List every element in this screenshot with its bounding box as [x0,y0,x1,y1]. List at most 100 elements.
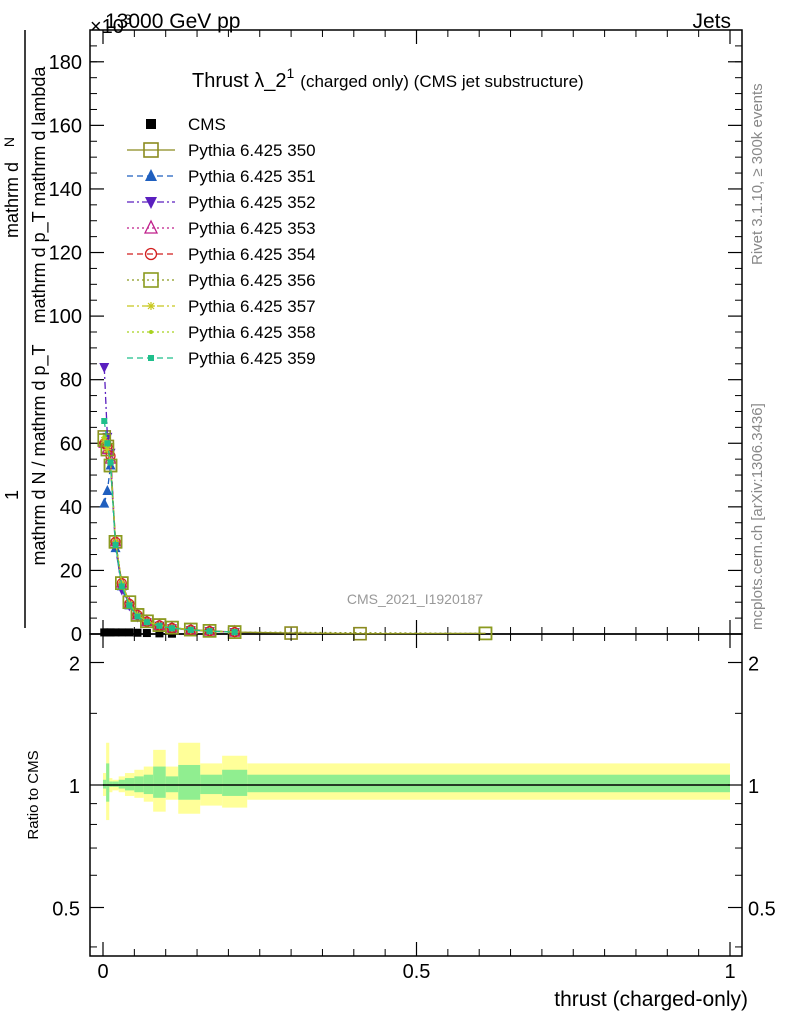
series-p358 [102,434,237,635]
ratio-ytick-label-right: 1 [748,776,759,798]
data-point [125,628,134,637]
mcplots-label: mcplots.cern.ch [arXiv:1306.3436] [749,403,766,630]
legend-label: CMS [188,115,226,134]
ratio-band-inner [118,779,125,789]
exponent-label: ×103 [90,11,132,38]
ratio-bands [103,742,730,821]
data-point [142,629,151,638]
data-point [154,620,165,631]
series-p352 [99,362,240,639]
x-tick-label: 1 [724,961,735,983]
legend-item-cms: CMS [146,115,226,134]
ratio-band-inner [222,769,248,796]
data-point [148,355,154,361]
legend-label: Pythia 6.425 357 [188,297,316,316]
ratio-ytick-label-right: 0.5 [748,898,776,920]
ratio-band-inner [124,778,135,791]
data-point [97,433,112,447]
legend-item-p354: Pythia 6.425 354 [127,245,316,264]
data-point [143,619,150,626]
ratio-ytick-label-right: 2 [748,654,759,676]
data-point [146,119,156,129]
legend-item-p357: Pythia 6.425 357 [127,297,316,316]
upper-ytick-label: 120 [49,243,82,265]
data-point [104,440,111,447]
data-point [168,625,175,632]
series-p356 [97,433,493,641]
analysis-watermark: CMS_2021_I1920187 [347,591,483,607]
legend-label: Pythia 6.425 354 [188,245,316,264]
data-point [107,459,114,466]
upper-ytick-label: 100 [49,306,82,328]
legend-item-p352: Pythia 6.425 352 [127,193,316,212]
data-point [106,628,115,637]
data-point [187,626,194,633]
data-point [149,330,153,334]
upper-ytick-label: 60 [60,433,82,455]
upper-ytick-label: 140 [49,179,82,201]
data-point [99,497,110,508]
data-point [143,272,159,288]
lower-axes: 0.5 0.5 1 1 2 2 0 0.5 1 [52,634,776,983]
data-point [111,628,120,637]
ratio-band-inner [247,774,730,793]
data-point [156,622,163,629]
series-p353 [98,435,241,637]
upper-ytick-label: 180 [49,52,82,74]
legend-label: Pythia 6.425 352 [188,193,316,212]
legend-label: Pythia 6.425 359 [188,349,316,368]
legend-label: Pythia 6.425 351 [188,167,316,186]
legend-item-p350: Pythia 6.425 350 [127,141,316,160]
data-point [206,628,213,635]
ylabel-numerator-top: mathrm d [2,162,22,238]
data-point [134,613,141,620]
ratio-band-inner [112,781,119,787]
legend-label: Pythia 6.425 358 [188,323,316,342]
ylabel-denominator: mathrm d N / mathrm d p_T [29,344,50,565]
data-point [155,629,164,638]
data-point [133,628,142,637]
x-tick-label: 0 [97,961,108,983]
data-point [231,629,238,636]
ratio-band-inner [109,781,113,787]
data-point [126,602,133,609]
rivet-label: Rivet 3.1.10, ≥ 300k events [749,83,766,265]
upper-ytick-label: 80 [60,370,82,392]
ratio-ylabel: Ratio to CMS [25,750,42,839]
chart-title: Thrust λ_21 (charged only) (CMS jet subst… [192,65,584,92]
ylabel-numerator-rest: mathrm d p_T mathrm d lambda [29,66,50,324]
ratio-ytick-label: 1 [69,776,80,798]
ratio-band-inner [106,763,110,802]
beam-label: 13000 GeV pp [105,10,240,33]
ylabel-one: 1 [2,490,22,500]
upper-ylabel: 1 mathrm d N / mathrm d p_T mathrm d N m… [1,30,50,628]
data-point [103,445,112,454]
upper-axes: 0 20 40 60 80 100 120 140 160 180 [49,30,742,646]
legend-item-p356: Pythia 6.425 356 [127,271,316,290]
data-point [117,628,126,637]
data-point [118,583,125,590]
legend-item-p353: Pythia 6.425 353 [127,219,316,238]
upper-ytick-label: 20 [60,560,82,582]
data-point [101,418,108,425]
legend: CMS Pythia 6.425 350 Pythia 6.425 351 Pythi… [127,115,316,368]
legend-label: Pythia 6.425 350 [188,141,316,160]
upper-ytick-label: 0 [71,624,82,646]
data-point [143,142,159,158]
legend-item-p351: Pythia 6.425 351 [127,167,316,186]
ratio-band-inner [153,766,166,798]
data-point [478,626,493,641]
series-p350 [97,430,493,641]
data-point [144,247,158,261]
legend-item-p358: Pythia 6.425 358 [127,323,316,342]
data-point [102,434,107,439]
data-point [99,362,110,373]
data-point [102,484,113,495]
data-point [100,436,109,445]
legend-label: Pythia 6.425 353 [188,219,316,238]
legend-item-p359: Pythia 6.425 359 [127,349,316,368]
ratio-band-inner [178,764,201,800]
data-point [145,197,157,209]
series-p354 [99,438,240,638]
